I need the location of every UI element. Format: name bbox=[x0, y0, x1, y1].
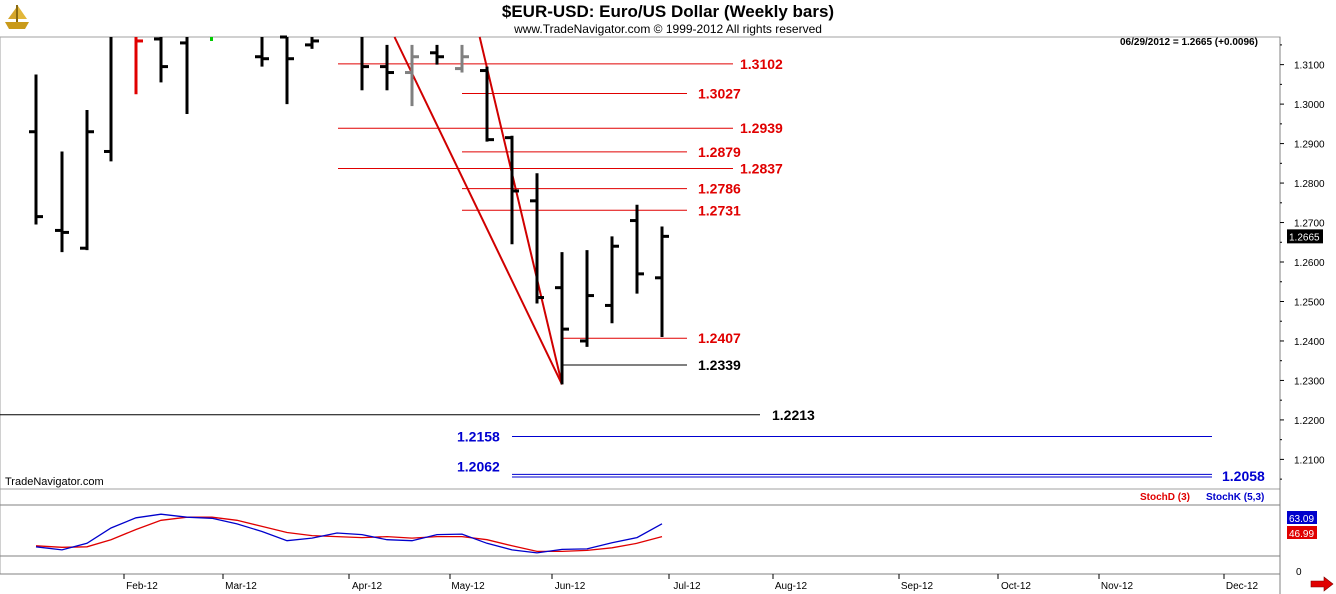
level-label: 1.2879 bbox=[698, 144, 741, 160]
level-label: 1.2158 bbox=[457, 428, 500, 444]
ohlc-bar bbox=[655, 226, 669, 338]
price-y-axis: 1.3100 1.3000 1.2900 1.2800 1.2700 1.2600 1.25… bbox=[1280, 44, 1325, 480]
ohlc-bar bbox=[430, 44, 444, 65]
ohlc-bar bbox=[29, 74, 43, 225]
level-label: 1.2213 bbox=[772, 407, 815, 423]
ohlc-bar bbox=[455, 44, 469, 73]
stoch-value-label: 46.99 bbox=[1289, 529, 1314, 540]
level-label: 1.2058 bbox=[1222, 468, 1265, 484]
y-tick-label: 1.2500 bbox=[1294, 297, 1325, 308]
y-tick-label: 1.2800 bbox=[1294, 179, 1325, 190]
x-tick-label: May-12 bbox=[451, 581, 485, 592]
ohlc-bar bbox=[530, 173, 544, 304]
chart-subtitle: www.TradeNavigator.com © 1999-2012 All r… bbox=[514, 22, 822, 36]
stochd-legend[interactable]: StochD (3) bbox=[1140, 492, 1190, 503]
level-label: 1.3102 bbox=[740, 56, 783, 72]
stoch-value-badge bbox=[1287, 511, 1317, 524]
x-tick-label: Apr-12 bbox=[352, 581, 382, 592]
y-tick-label: 1.2400 bbox=[1294, 337, 1325, 348]
ohlc-bar bbox=[580, 250, 594, 347]
trade-navigator-ship-logo-icon bbox=[5, 5, 29, 29]
y-tick-label: 1.3000 bbox=[1294, 100, 1325, 111]
stoch-value-badge bbox=[1287, 526, 1317, 539]
time-x-axis: Feb-12 Mar-12 Apr-12 May-12 Jun-12 Jul-12 Aug-… bbox=[123, 574, 1259, 592]
level-label: 1.2407 bbox=[698, 330, 741, 346]
ohlc-bar bbox=[255, 37, 269, 67]
level-label: 1.2062 bbox=[457, 458, 500, 474]
ohlc-bar bbox=[505, 135, 519, 245]
y-tick-label: 1.2900 bbox=[1294, 140, 1325, 151]
ohlc-bar bbox=[480, 66, 494, 142]
stochastic-panel[interactable] bbox=[0, 488, 1281, 575]
last-price-label: 1.2665 bbox=[1289, 232, 1320, 243]
ohlc-bar bbox=[405, 44, 419, 107]
ohlc-bars-group bbox=[29, 35, 669, 385]
level-label: 1.2786 bbox=[698, 181, 741, 197]
price-readout: 06/29/2012 = 1.2665 (+0.0096) bbox=[1120, 37, 1258, 48]
x-tick-label: Jun-12 bbox=[555, 581, 586, 592]
x-tick-label: Sep-12 bbox=[901, 581, 934, 592]
stochk-legend[interactable]: StochK (5,3) bbox=[1206, 492, 1265, 503]
ohlc-bar bbox=[80, 110, 94, 251]
stoch-series-line bbox=[35, 513, 663, 554]
y-tick-label: 1.2100 bbox=[1294, 455, 1325, 466]
level-label: 1.2339 bbox=[698, 357, 741, 373]
x-tick-label: Aug-12 bbox=[775, 581, 808, 592]
ohlc-bar bbox=[360, 37, 369, 91]
stoch-zero-label: 0 bbox=[1296, 567, 1302, 578]
level-label: 1.2731 bbox=[698, 202, 741, 218]
stoch-value-label: 63.09 bbox=[1289, 514, 1314, 525]
ohlc-bar bbox=[134, 37, 143, 95]
y-tick-label: 1.3100 bbox=[1294, 61, 1325, 72]
red-right-arrow-icon[interactable] bbox=[1310, 576, 1334, 592]
ohlc-bar bbox=[280, 35, 294, 105]
ohlc-bar bbox=[180, 37, 189, 114]
x-tick-label: Oct-12 bbox=[1001, 581, 1031, 592]
x-tick-label: Nov-12 bbox=[1101, 581, 1134, 592]
y-tick-label: 1.2300 bbox=[1294, 376, 1325, 387]
ohlc-bar bbox=[55, 151, 69, 253]
x-tick-label: Feb-12 bbox=[126, 581, 158, 592]
watermark-text: TradeNavigator.com bbox=[5, 476, 104, 488]
price-panel[interactable] bbox=[0, 36, 1281, 490]
trend-lines-group bbox=[393, 36, 563, 385]
stochastic-lines-group: 63.09 46.99 0 bbox=[0, 504, 1317, 578]
y-tick-label: 1.2700 bbox=[1294, 219, 1325, 230]
last-price-badge bbox=[1287, 229, 1323, 244]
ohlc-bar bbox=[555, 252, 569, 385]
x-tick-label: Dec-12 bbox=[1226, 581, 1259, 592]
ohlc-bar bbox=[104, 37, 113, 162]
stoch-series-line bbox=[35, 516, 663, 553]
ohlc-bar bbox=[380, 44, 394, 91]
y-tick-label: 1.2200 bbox=[1294, 416, 1325, 427]
ohlc-bar bbox=[630, 204, 644, 294]
ohlc-bar bbox=[154, 37, 168, 83]
ohlc-bar bbox=[305, 37, 319, 49]
x-tick-label: Mar-12 bbox=[225, 581, 257, 592]
x-tick-label: Jul-12 bbox=[673, 581, 701, 592]
trend-line bbox=[393, 36, 563, 385]
signal-marker bbox=[210, 37, 213, 41]
chart-title: $EUR-USD: Euro/US Dollar (Weekly bars) bbox=[501, 2, 835, 21]
level-label: 1.2939 bbox=[740, 120, 783, 136]
y-tick-label: 1.2600 bbox=[1294, 258, 1325, 269]
ohlc-bar bbox=[605, 236, 619, 324]
level-label: 1.3027 bbox=[698, 85, 741, 101]
trend-line bbox=[478, 36, 563, 385]
level-label: 1.2837 bbox=[740, 160, 783, 176]
